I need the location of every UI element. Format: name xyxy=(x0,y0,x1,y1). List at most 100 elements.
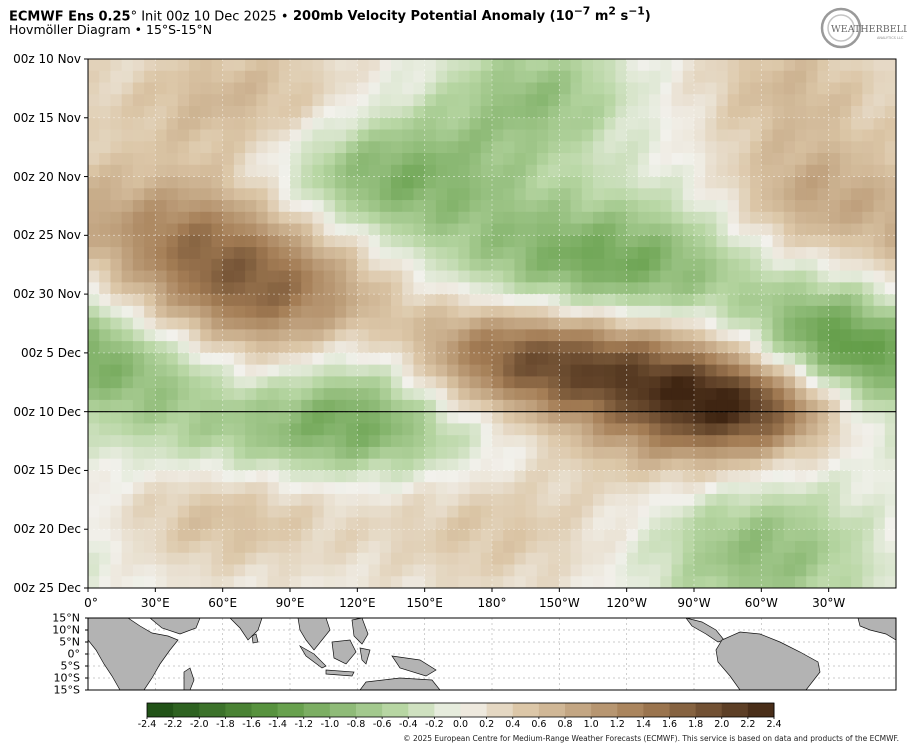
heatmap-cell xyxy=(177,117,190,131)
heatmap-cell xyxy=(177,270,190,283)
heatmap-cell xyxy=(637,188,650,201)
heatmap-cell xyxy=(290,82,302,95)
heatmap-cell xyxy=(694,282,706,295)
heatmap-cell xyxy=(839,294,852,307)
heatmap-cell xyxy=(379,247,392,260)
heatmap-cell xyxy=(132,576,145,588)
heatmap-cell xyxy=(391,59,403,72)
heatmap-cell xyxy=(323,399,336,413)
heatmap-cell xyxy=(245,470,257,483)
heatmap-cell xyxy=(750,106,762,119)
heatmap-cell xyxy=(738,188,751,201)
heatmap-cell xyxy=(88,564,100,577)
heatmap-cell xyxy=(177,423,190,436)
heatmap-cell xyxy=(290,341,302,354)
heatmap-cell xyxy=(88,235,100,248)
heatmap-cell xyxy=(189,470,201,483)
heatmap-cell xyxy=(716,247,729,260)
heatmap-cell xyxy=(155,294,168,307)
heatmap-cell xyxy=(839,576,852,588)
heatmap-cell xyxy=(862,117,875,131)
heatmap-cell xyxy=(301,540,314,554)
heatmap-cell xyxy=(166,352,179,366)
heatmap-cell xyxy=(323,270,336,283)
heatmap-cell xyxy=(379,399,392,413)
heatmap-cell xyxy=(391,564,403,577)
heatmap-cell xyxy=(817,247,830,260)
heatmap-cell xyxy=(570,458,583,472)
heatmap-cell xyxy=(873,223,886,236)
heatmap-cell xyxy=(626,235,639,248)
heatmap-cell xyxy=(413,482,426,495)
heatmap-cell xyxy=(828,164,841,178)
heatmap-cell xyxy=(682,59,695,72)
heatmap-cell xyxy=(873,493,886,507)
heatmap-cell xyxy=(469,223,482,236)
heatmap-cell xyxy=(278,564,291,577)
heatmap-cell xyxy=(189,70,201,84)
heatmap-cell xyxy=(570,423,583,436)
heatmap-cell xyxy=(447,223,459,236)
heatmap-cell xyxy=(795,529,807,542)
heatmap-cell xyxy=(548,399,560,413)
heatmap-cell xyxy=(155,282,168,295)
heatmap-cell xyxy=(626,470,639,483)
heatmap-cell xyxy=(132,470,145,483)
heatmap-cell xyxy=(110,505,123,519)
heatmap-cell xyxy=(637,117,650,131)
heatmap-cell xyxy=(267,376,280,389)
heatmap-cell xyxy=(615,552,628,566)
heatmap-cell xyxy=(301,117,314,131)
heatmap-cell xyxy=(514,435,527,448)
heatmap-cell xyxy=(671,540,684,554)
heatmap-cell xyxy=(851,341,863,354)
heatmap-cell xyxy=(121,223,134,236)
heatmap-cell xyxy=(492,223,504,236)
copyright-note: © 2025 European Centre for Medium-Range … xyxy=(403,734,899,743)
heatmap-cell xyxy=(884,388,896,401)
heatmap-cell xyxy=(503,211,516,225)
heatmap-cell xyxy=(256,70,269,84)
heatmap-cell xyxy=(368,247,381,260)
arabia-land xyxy=(149,618,201,635)
borneo-land xyxy=(331,639,357,665)
heatmap-cell xyxy=(795,399,807,413)
heatmap-cell xyxy=(615,529,628,542)
heatmap-cell xyxy=(716,423,729,436)
heatmap-cell xyxy=(88,352,100,366)
heatmap-cell xyxy=(480,176,493,189)
heatmap-cell xyxy=(862,294,875,307)
heatmap-cell xyxy=(233,164,246,178)
heatmap-cell xyxy=(795,176,807,189)
heatmap-cell xyxy=(593,376,605,389)
heatmap-cell xyxy=(626,59,639,72)
heatmap-cell xyxy=(839,141,852,154)
heatmap-cell xyxy=(447,388,459,401)
heatmap-cell xyxy=(682,364,695,377)
heatmap-cell xyxy=(705,529,718,542)
heatmap-cell xyxy=(559,470,572,483)
heatmap-cell xyxy=(301,106,314,119)
heatmap-cell xyxy=(99,294,112,307)
heatmap-cell xyxy=(469,435,482,448)
heatmap-cell xyxy=(514,82,527,95)
heatmap-cell xyxy=(536,117,549,131)
madagascar-land xyxy=(183,667,195,690)
heatmap-cell xyxy=(391,164,403,178)
heatmap-cell xyxy=(424,435,437,448)
heatmap-cell xyxy=(514,129,527,142)
heatmap-cell xyxy=(783,258,796,272)
heatmap-cell xyxy=(783,200,796,213)
heatmap-cell xyxy=(413,341,426,354)
heatmap-cell xyxy=(694,399,706,413)
heatmap-cell xyxy=(716,94,729,107)
heatmap-cell xyxy=(357,388,370,401)
heatmap-cell xyxy=(682,294,695,307)
heatmap-cell xyxy=(435,106,448,119)
heatmap-cell xyxy=(278,129,291,142)
heatmap-cell xyxy=(458,446,471,460)
heatmap-cell xyxy=(604,423,617,436)
heatmap-cell xyxy=(278,411,291,425)
heatmap-cell xyxy=(278,576,291,588)
heatmap-cell xyxy=(469,106,482,119)
